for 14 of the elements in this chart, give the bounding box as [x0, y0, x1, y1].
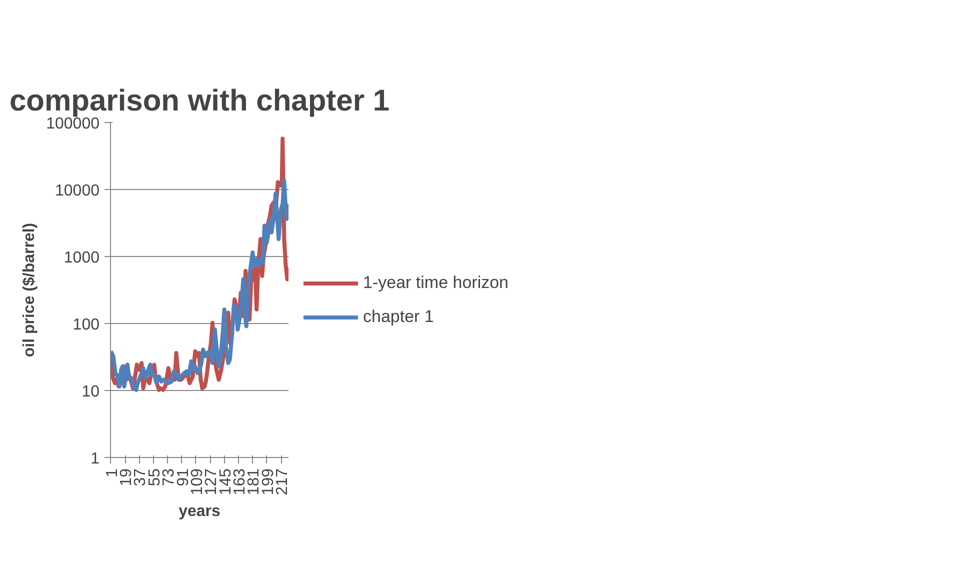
- y-tick-label: 100000: [46, 116, 100, 132]
- x-tick-label: 217: [274, 468, 292, 496]
- y-tick-label: 1: [90, 450, 100, 468]
- legend-label: chapter 1: [363, 307, 434, 327]
- x-tick-label: 1: [104, 468, 121, 478]
- y-tick-label: 100: [72, 316, 100, 334]
- chart-title: comparison with chapter 1: [9, 84, 390, 118]
- line-series: [110, 178, 288, 392]
- x-axis-title: years: [178, 503, 221, 520]
- y-tick-label: 10000: [55, 182, 100, 200]
- y-axis-title: oil price ($/barrel): [21, 222, 38, 358]
- y-tick-label: 1000: [64, 250, 100, 266]
- legend-label: 1-year time horizon: [363, 273, 509, 293]
- y-tick-label: 10: [82, 384, 100, 400]
